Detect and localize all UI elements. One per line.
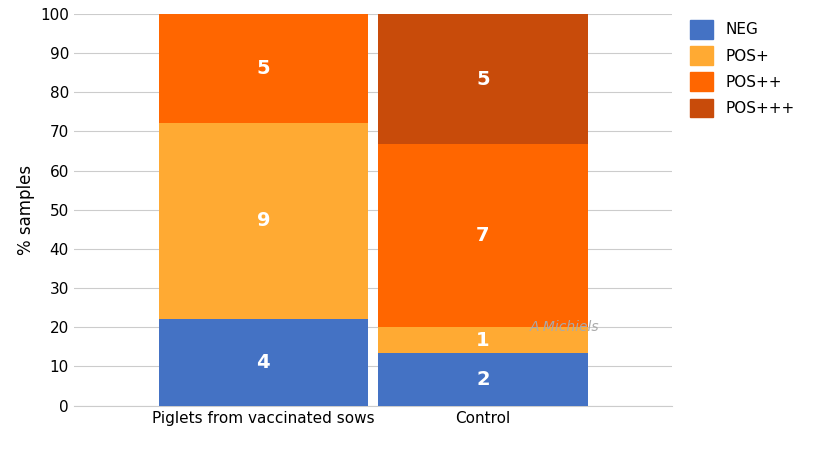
Text: A Michiels: A Michiels bbox=[529, 320, 599, 334]
Bar bbox=[378, 327, 587, 354]
Text: 2: 2 bbox=[476, 370, 489, 389]
Bar bbox=[378, 14, 587, 144]
Text: 1: 1 bbox=[476, 331, 489, 350]
Text: 4: 4 bbox=[256, 353, 269, 372]
Bar bbox=[158, 319, 368, 406]
Bar bbox=[158, 14, 368, 123]
Bar bbox=[158, 123, 368, 319]
Text: 5: 5 bbox=[476, 70, 489, 89]
Bar bbox=[378, 354, 587, 406]
Text: 7: 7 bbox=[476, 226, 489, 245]
Y-axis label: % samples: % samples bbox=[16, 165, 34, 255]
Text: 9: 9 bbox=[256, 211, 269, 230]
Text: 5: 5 bbox=[256, 59, 269, 78]
Legend: NEG, POS+, POS++, POS+++: NEG, POS+, POS++, POS+++ bbox=[684, 14, 800, 124]
Bar bbox=[378, 144, 587, 327]
